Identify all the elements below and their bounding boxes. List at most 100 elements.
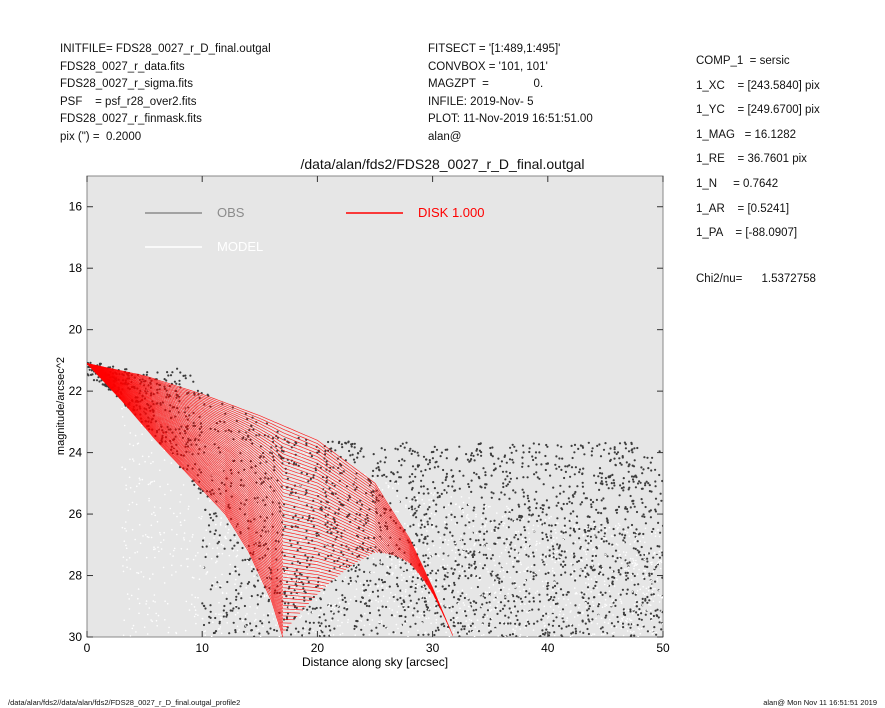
model-point	[514, 544, 516, 547]
obs-point	[586, 609, 589, 612]
obs-point	[601, 483, 604, 486]
model-point	[379, 621, 381, 624]
model-point	[205, 553, 208, 555]
obs-point	[626, 577, 630, 580]
obs-point	[569, 512, 572, 515]
obs-point	[297, 630, 300, 634]
model-point	[287, 595, 290, 598]
model-point	[490, 521, 493, 524]
obs-point	[324, 449, 327, 453]
obs-point	[465, 550, 468, 553]
obs-point	[637, 551, 641, 554]
model-point	[288, 606, 290, 609]
obs-point	[471, 554, 474, 557]
obs-point	[416, 576, 419, 580]
model-point	[339, 633, 342, 636]
obs-point	[543, 522, 546, 525]
model-point	[409, 500, 411, 503]
obs-point	[290, 544, 293, 547]
model-point	[465, 593, 468, 596]
obs-point	[466, 458, 469, 461]
obs-point	[489, 630, 492, 633]
model-point	[475, 513, 477, 516]
obs-point	[367, 584, 370, 587]
obs-point	[388, 585, 391, 588]
model-point	[404, 522, 406, 525]
model-point	[425, 596, 428, 599]
obs-point	[487, 624, 491, 627]
model-point	[220, 585, 222, 587]
obs-point	[549, 474, 552, 477]
obs-point	[231, 547, 234, 550]
obs-point	[526, 497, 530, 500]
model-point	[135, 503, 138, 506]
model-point	[485, 521, 488, 523]
model-point	[122, 556, 125, 558]
model-point	[385, 474, 388, 476]
obs-point	[535, 490, 538, 493]
model-point	[467, 555, 470, 557]
obs-point	[650, 530, 654, 533]
obs-point	[545, 462, 548, 465]
plot-area	[86, 175, 664, 638]
obs-point	[92, 379, 96, 382]
model-point	[159, 533, 162, 536]
model-point	[123, 619, 125, 621]
obs-point	[167, 374, 170, 377]
obs-point	[456, 631, 460, 634]
obs-point	[294, 627, 298, 630]
model-point	[122, 565, 124, 567]
obs-point	[405, 569, 409, 572]
model-point	[524, 626, 526, 629]
obs-point	[600, 476, 603, 479]
model-point	[532, 629, 535, 631]
obs-point	[644, 522, 648, 525]
obs-point	[521, 609, 524, 612]
model-point	[565, 604, 567, 606]
model-point	[150, 619, 152, 621]
obs-point	[456, 521, 459, 524]
model-point	[355, 588, 358, 590]
model-point	[635, 599, 637, 602]
model-point	[148, 536, 150, 539]
obs-point	[399, 589, 402, 592]
obs-point	[611, 473, 614, 476]
obs-point	[506, 622, 510, 625]
model-point	[193, 577, 195, 579]
model-point	[345, 606, 348, 609]
model-point	[587, 583, 590, 586]
model-point	[323, 490, 325, 492]
obs-point	[598, 565, 601, 568]
obs-point	[166, 371, 169, 374]
model-point	[530, 565, 533, 568]
model-point	[581, 560, 583, 562]
obs-point	[586, 534, 589, 538]
model-point	[150, 452, 153, 454]
header-mid-line: MAGZPT = 0.	[428, 78, 544, 90]
model-point	[460, 539, 463, 541]
obs-point	[417, 454, 420, 457]
model-point	[501, 565, 504, 568]
obs-point	[567, 591, 570, 594]
header-mid-line: PLOT: 11-Nov-2019 16:51:51.00	[428, 113, 593, 125]
obs-point	[298, 572, 302, 575]
obs-point	[482, 538, 486, 541]
model-point	[630, 526, 632, 529]
disk-curve	[87, 363, 376, 553]
model-point	[592, 557, 594, 559]
model-point	[300, 615, 303, 617]
obs-point	[442, 622, 445, 625]
obs-point	[241, 546, 244, 550]
model-point	[653, 553, 655, 555]
obs-point	[407, 605, 410, 609]
model-point	[196, 486, 199, 488]
obs-point	[568, 485, 571, 488]
obs-point	[522, 476, 525, 479]
obs-point	[253, 635, 256, 637]
model-point	[408, 608, 410, 610]
model-point	[535, 544, 537, 546]
model-point	[132, 444, 135, 447]
obs-point	[464, 610, 467, 613]
obs-point	[619, 462, 622, 465]
